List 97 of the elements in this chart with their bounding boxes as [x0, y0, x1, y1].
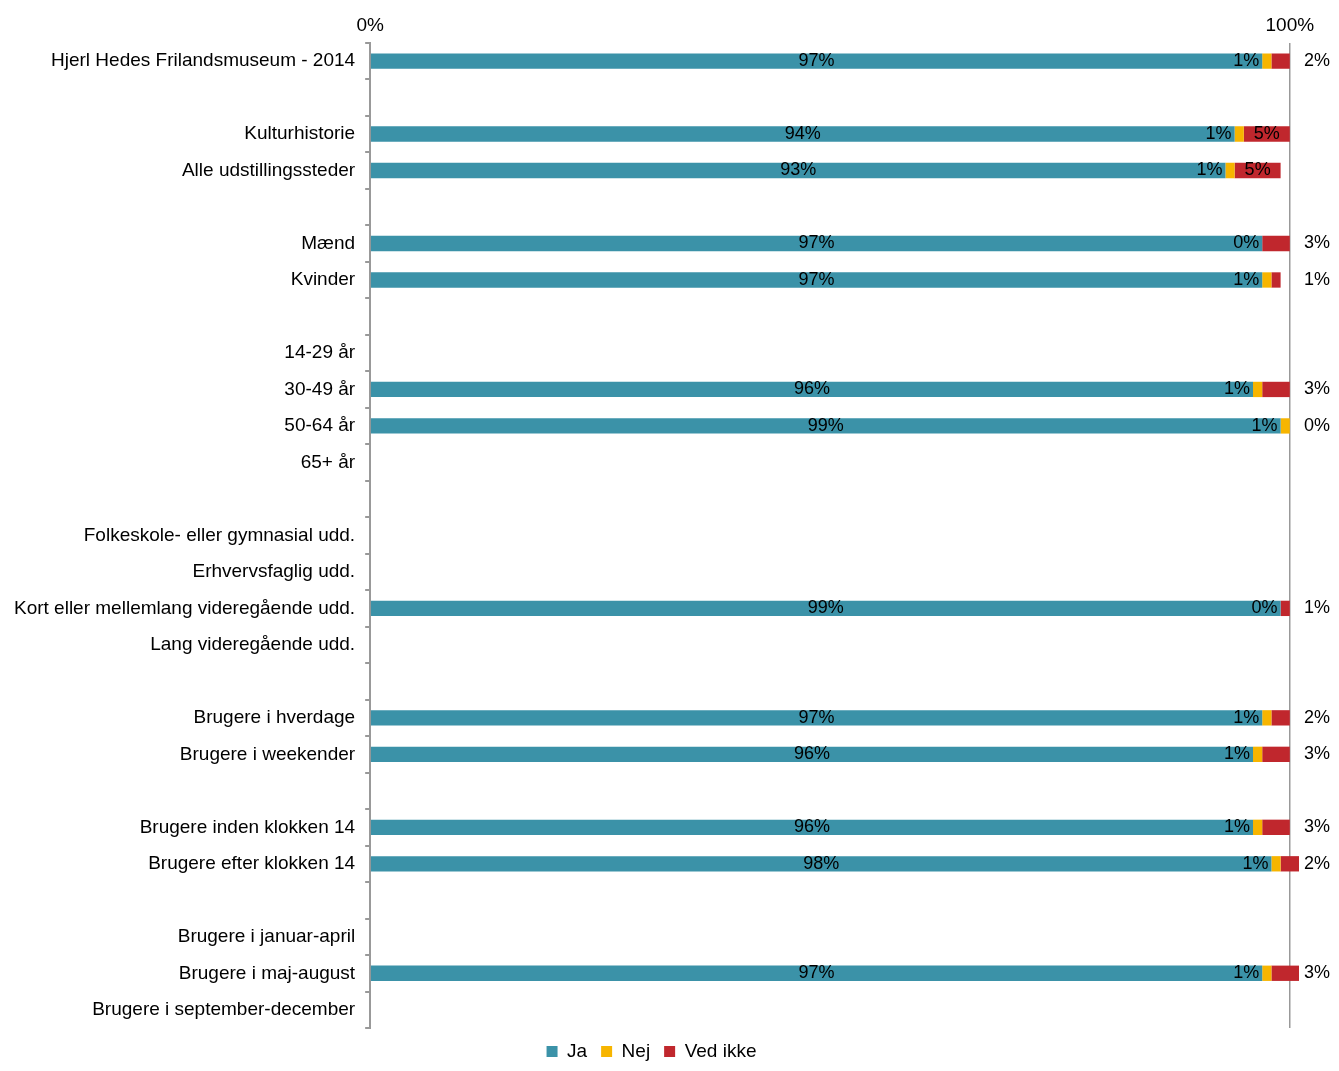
bar — [1280, 418, 1290, 434]
data-label: 1% — [1224, 378, 1251, 399]
data-label: 3% — [1304, 962, 1331, 983]
data-label: 99% — [807, 414, 844, 435]
y-tick-label: Folkeskole- eller gymnasial udd. — [83, 523, 356, 545]
y-tick-label: 14-29 år — [284, 341, 356, 363]
data-label: 97% — [798, 962, 835, 983]
bar — [370, 418, 1281, 434]
y-tick-label: Mænd — [301, 231, 356, 253]
data-label: 1% — [1224, 816, 1251, 837]
data-label: 93% — [780, 159, 817, 180]
data-label: 1% — [1205, 122, 1232, 143]
data-label: 1% — [1304, 268, 1331, 289]
bar — [1262, 272, 1272, 288]
bar — [370, 162, 1226, 179]
data-label: 96% — [793, 743, 830, 764]
y-tick-label: Hjerl Hedes Frilandsmuseum - 2014 — [51, 49, 356, 71]
y-tick-label: 30-49 år — [284, 377, 356, 399]
bar — [370, 235, 1263, 252]
bar — [1225, 162, 1235, 179]
y-tick-label: 50-64 år — [284, 414, 356, 436]
y-tick-label: Alle udstillingssteder — [181, 158, 356, 180]
data-label: 5% — [1244, 159, 1271, 180]
data-label: 1% — [1233, 706, 1260, 727]
data-label: 98% — [803, 852, 840, 873]
data-label: 94% — [784, 122, 821, 143]
bar — [1262, 746, 1290, 762]
data-label: 97% — [798, 232, 835, 253]
bar — [1271, 856, 1281, 872]
legend-label: Nej — [621, 1039, 651, 1061]
data-label: 1% — [1242, 852, 1269, 873]
bar — [370, 272, 1263, 288]
data-label: 1% — [1304, 597, 1331, 618]
y-tick-label: Brugere i januar-april — [177, 925, 356, 947]
bar — [1253, 381, 1263, 398]
data-label: 96% — [793, 816, 830, 837]
y-tick-label: Kort eller mellemlang videregående udd. — [13, 596, 356, 618]
data-label: 1% — [1251, 414, 1278, 435]
x-tick-label: 100% — [1265, 13, 1315, 35]
bar — [1262, 965, 1272, 981]
legend-label: Ja — [567, 1039, 588, 1061]
data-label: 0% — [1233, 232, 1260, 253]
bar — [370, 710, 1263, 726]
y-tick-label: Brugere i hverdage — [193, 706, 356, 728]
y-tick-label: Kulturhistorie — [244, 122, 356, 144]
bar — [1262, 710, 1272, 726]
y-tick-label: 65+ år — [300, 450, 356, 472]
y-tick-label: Erhvervsfaglig udd. — [192, 560, 356, 582]
bar — [1271, 272, 1281, 288]
legend-label: Ved ikke — [684, 1039, 757, 1061]
bar — [370, 746, 1254, 762]
bar — [1271, 53, 1290, 69]
y-tick-label: Kvinder — [290, 268, 356, 290]
data-label: 0% — [1304, 414, 1331, 435]
data-label: 2% — [1304, 706, 1331, 727]
bar — [370, 856, 1272, 872]
data-label: 1% — [1233, 268, 1260, 289]
bar — [1262, 819, 1290, 835]
data-label: 97% — [798, 268, 835, 289]
bar — [1253, 819, 1263, 835]
data-label: 5% — [1253, 122, 1280, 143]
data-label: 3% — [1304, 816, 1331, 837]
bar — [1262, 235, 1290, 252]
data-label: 3% — [1304, 232, 1331, 253]
bar — [1234, 126, 1244, 142]
data-label: 3% — [1304, 743, 1331, 764]
bar — [1262, 381, 1290, 398]
data-label: 1% — [1233, 962, 1260, 983]
bar — [1262, 53, 1272, 69]
data-label: 96% — [793, 378, 830, 399]
data-label: 1% — [1196, 159, 1223, 180]
bar — [370, 53, 1263, 69]
data-label: 1% — [1233, 50, 1260, 71]
data-label: 99% — [807, 597, 844, 618]
data-label: 2% — [1304, 50, 1331, 71]
data-label: 0% — [1251, 597, 1278, 618]
y-tick-label: Brugere i weekender — [179, 742, 356, 764]
data-label: 1% — [1224, 743, 1251, 764]
bar — [1253, 746, 1263, 762]
bar — [1280, 856, 1299, 872]
y-tick-label: Brugere inden klokken 14 — [139, 815, 356, 837]
bar — [370, 819, 1254, 835]
bar — [1271, 710, 1290, 726]
data-label: 3% — [1304, 378, 1331, 399]
bar — [370, 965, 1263, 981]
bar — [370, 600, 1281, 617]
data-label: 2% — [1304, 852, 1331, 873]
data-label: 97% — [798, 706, 835, 727]
bar — [1271, 965, 1299, 981]
y-tick-label: Brugere efter klokken 14 — [148, 852, 356, 874]
y-tick-label: Brugere i september-december — [92, 997, 356, 1019]
bar — [370, 381, 1254, 398]
bar — [1280, 600, 1290, 617]
bar — [370, 126, 1235, 142]
y-tick-label: Lang videregående udd. — [150, 633, 356, 655]
data-label: 97% — [798, 50, 835, 71]
y-tick-label: Brugere i maj-august — [178, 961, 356, 983]
